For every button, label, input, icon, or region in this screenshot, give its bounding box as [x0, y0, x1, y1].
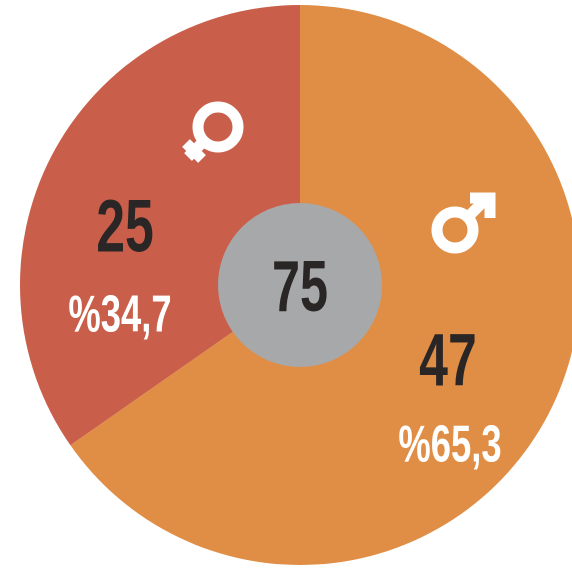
- center-disc: [218, 203, 382, 367]
- count-label: 47: [419, 318, 477, 401]
- percent-label: %65,3: [398, 414, 501, 473]
- total-label: 75: [272, 247, 328, 327]
- count-label: 25: [96, 184, 154, 267]
- female-icon: [182, 101, 244, 163]
- male-icon: [431, 192, 496, 254]
- percent-label: %34,7: [68, 284, 171, 343]
